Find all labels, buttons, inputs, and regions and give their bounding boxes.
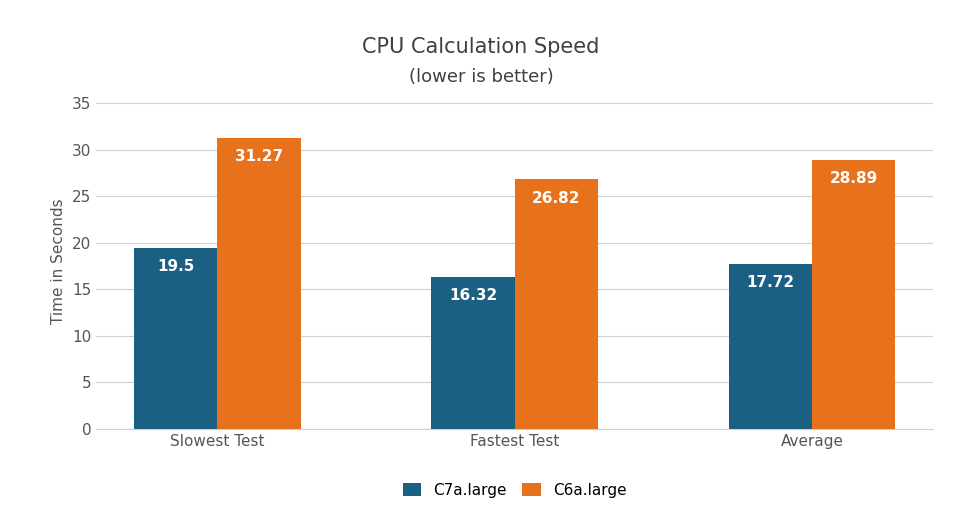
- Text: 26.82: 26.82: [531, 191, 579, 206]
- Y-axis label: Time in Seconds: Time in Seconds: [51, 199, 66, 324]
- Bar: [727, 264, 811, 429]
- Text: 31.27: 31.27: [234, 149, 283, 164]
- Bar: [431, 277, 514, 429]
- Text: (lower is better): (lower is better): [408, 68, 553, 86]
- Text: 17.72: 17.72: [746, 275, 794, 290]
- Bar: [514, 179, 598, 429]
- Text: CPU Calculation Speed: CPU Calculation Speed: [362, 37, 599, 56]
- Text: 16.32: 16.32: [449, 288, 497, 303]
- Text: 19.5: 19.5: [157, 259, 194, 274]
- Bar: [811, 160, 894, 429]
- Bar: [217, 138, 301, 429]
- Text: 28.89: 28.89: [828, 172, 876, 186]
- Bar: [135, 247, 217, 429]
- Legend: C7a.large, C6a.large: C7a.large, C6a.large: [396, 476, 632, 504]
